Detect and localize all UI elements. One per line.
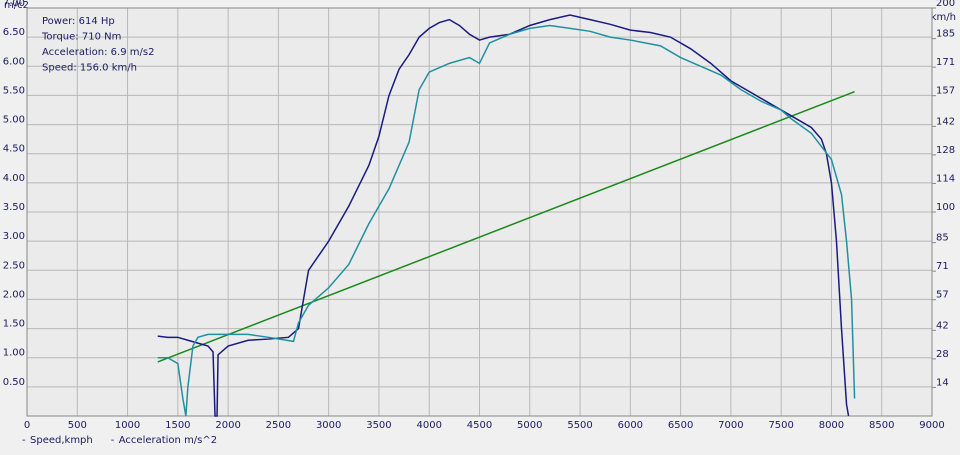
y2-tick-label: 142 <box>936 116 955 127</box>
x-tick-label: 7500 <box>768 420 793 431</box>
y-axis-label: m/c2 <box>4 0 29 11</box>
y-tick-label: 6.00 <box>3 56 25 67</box>
legend-label: Acceleration m/s^2 <box>119 435 217 446</box>
x-tick-label: 7000 <box>718 420 743 431</box>
x-tick-label: 5000 <box>517 420 542 431</box>
annotation: Torque: 710 Nm <box>41 32 121 43</box>
annotation: Speed: 156.0 km/h <box>42 63 137 74</box>
series-line <box>157 14 850 417</box>
y2-tick-label: 100 <box>936 202 955 213</box>
y-tick-label: 5.50 <box>3 85 25 96</box>
y-tick-label: 7.00 <box>3 0 25 9</box>
y-tick-label: 5.00 <box>3 115 25 126</box>
y2-tick-label: 42 <box>936 320 949 331</box>
y-tick-label: 2.50 <box>3 260 25 271</box>
x-tick-label: 8500 <box>869 420 894 431</box>
x-tick-label: 6500 <box>668 420 693 431</box>
series-line <box>157 90 855 363</box>
x-tick-label: 2500 <box>266 420 291 431</box>
y2-tick-label: 157 <box>936 86 955 97</box>
x-tick-label: 4000 <box>416 420 441 431</box>
y2-tick-label: 28 <box>936 349 949 360</box>
legend-dash: - <box>22 435 26 446</box>
y-tick-label: 1.00 <box>3 348 25 359</box>
y-tick-label: 0.50 <box>3 377 25 388</box>
y2-tick-label: 114 <box>936 173 955 184</box>
y-tick-label: 3.00 <box>3 231 25 242</box>
x-tick-label: 500 <box>68 420 87 431</box>
annotation: Power: 614 Hp <box>42 16 115 27</box>
legend-dash: - <box>111 435 115 446</box>
x-tick-label: 1000 <box>115 420 140 431</box>
y-tick-label: 4.50 <box>3 144 25 155</box>
series-line <box>157 24 856 417</box>
y2-tick-label: 200 <box>936 0 955 9</box>
y-tick-label: 3.50 <box>3 202 25 213</box>
y-tick-label: 6.50 <box>3 27 25 38</box>
y2-axis-label: km/h <box>931 12 956 23</box>
y2-tick-label: 185 <box>936 29 955 40</box>
legend-label: Speed,kmph <box>30 435 93 446</box>
y2-tick-label: 71 <box>936 261 949 272</box>
x-tick-label: 1500 <box>165 420 190 431</box>
x-tick-label: 3000 <box>316 420 341 431</box>
y-tick-label: 1.50 <box>3 319 25 330</box>
y2-tick-label: 171 <box>936 57 955 68</box>
y2-tick-label: 85 <box>936 233 949 244</box>
x-tick-label: 3500 <box>366 420 391 431</box>
x-tick-label: 2000 <box>215 420 240 431</box>
x-tick-label: 6000 <box>618 420 643 431</box>
x-tick-label: 8000 <box>819 420 844 431</box>
y2-tick-label: 14 <box>936 377 949 388</box>
y-tick-label: 2.00 <box>3 289 25 300</box>
y2-tick-label: 57 <box>936 290 949 301</box>
x-tick-label: 5500 <box>567 420 592 431</box>
plot-border <box>26 7 933 417</box>
x-tick-label: 0 <box>24 420 30 431</box>
x-tick-label: 9000 <box>919 420 944 431</box>
y2-tick-label: 128 <box>936 145 955 156</box>
x-tick-label: 4500 <box>467 420 492 431</box>
annotation: Acceleration: 6.9 m/s2 <box>42 47 154 58</box>
y-tick-label: 4.00 <box>3 173 25 184</box>
